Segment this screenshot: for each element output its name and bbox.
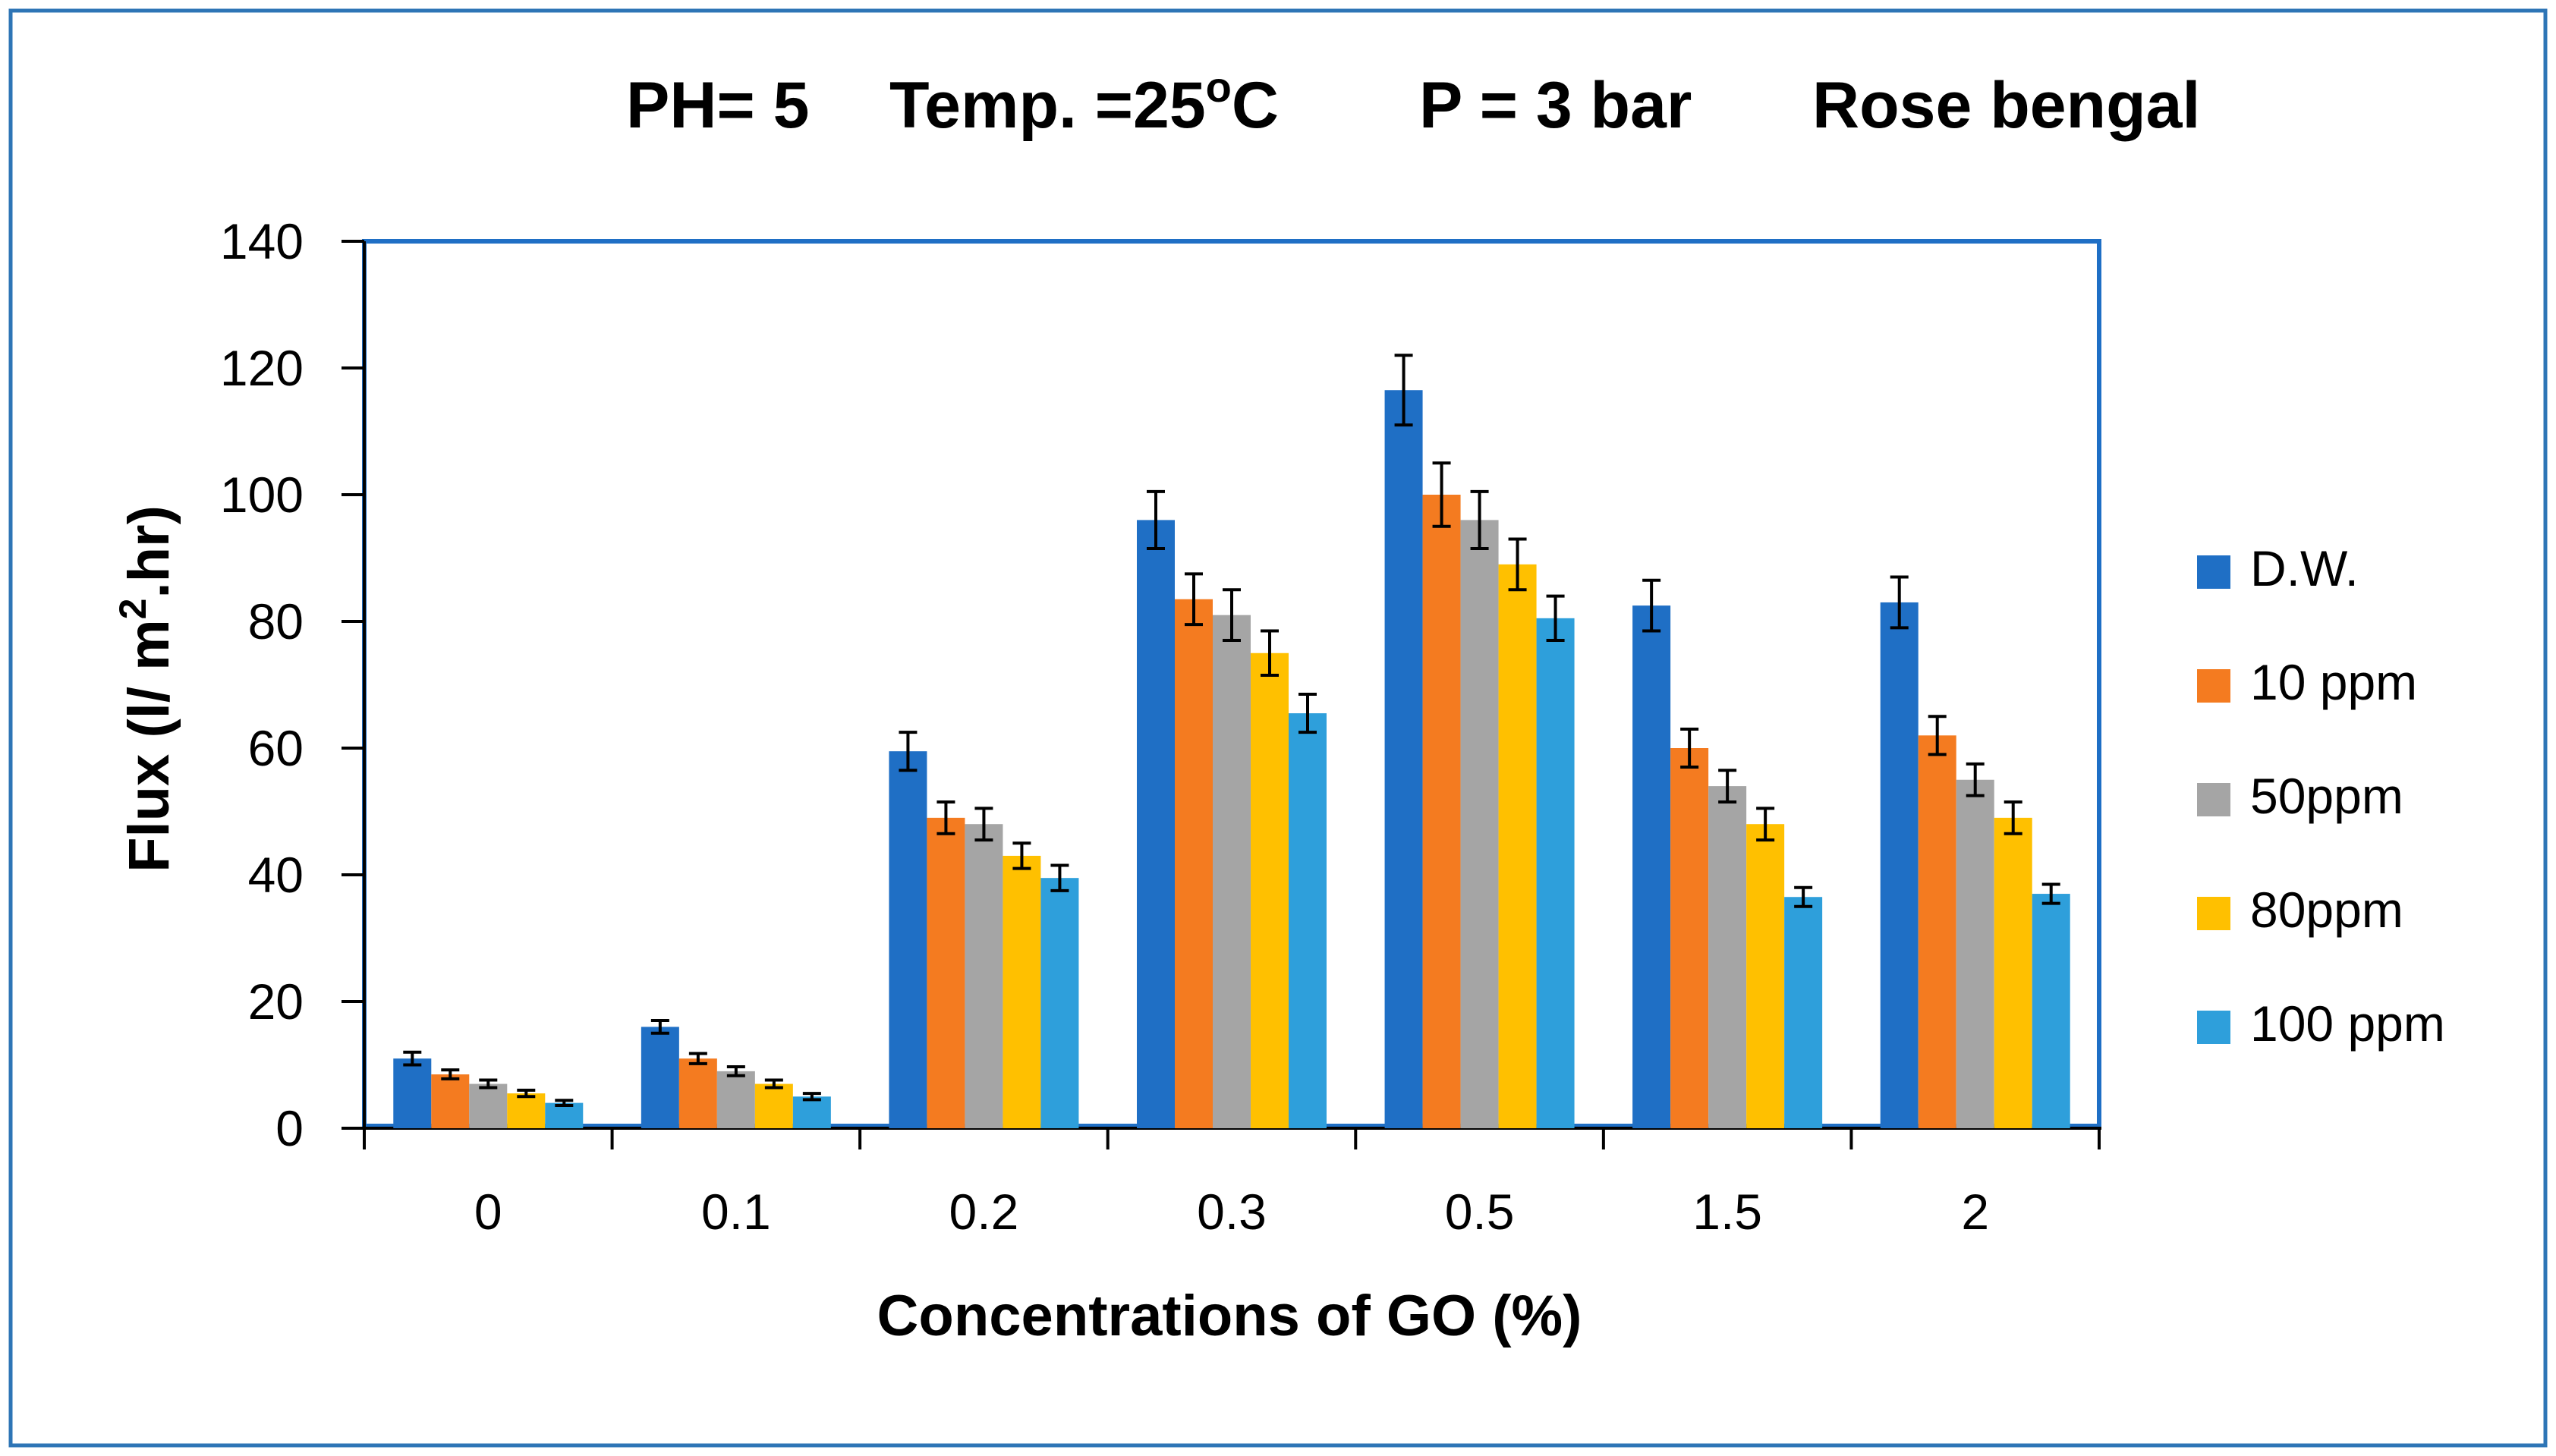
title-temperature-degree: o <box>1206 63 1232 111</box>
bar <box>1670 748 1709 1128</box>
error-bars <box>403 354 2060 1107</box>
y-tick-label: 100 <box>220 467 304 523</box>
legend-swatch <box>2197 783 2230 816</box>
bar <box>1536 618 1575 1128</box>
y-tick-label: 60 <box>248 720 304 776</box>
bar <box>792 1096 831 1128</box>
bar <box>1422 495 1461 1128</box>
bar <box>927 817 965 1128</box>
y-tick-label: 20 <box>248 973 304 1030</box>
bar <box>1460 520 1499 1128</box>
legend-label: 80ppm <box>2250 882 2403 938</box>
legend-label: 100 ppm <box>2250 995 2445 1052</box>
bar <box>965 824 1003 1128</box>
bar <box>393 1058 432 1128</box>
x-tick-label: 1.5 <box>1692 1184 1762 1240</box>
bar <box>1994 817 2032 1128</box>
y-axis-ticks: 0 20 40 60 80 100 120 140 <box>220 213 364 1156</box>
bar <box>678 1058 717 1128</box>
bar <box>1040 878 1079 1128</box>
y-axis-title-prefix: Flux (l/ m <box>117 619 181 873</box>
title-temperature: Temp. =25oC <box>889 63 1279 142</box>
x-axis-title: Concentrations of GO (%) <box>877 1284 1582 1348</box>
bar <box>1251 653 1289 1128</box>
legend-label: 50ppm <box>2250 768 2403 824</box>
legend-swatch <box>2197 897 2230 930</box>
bar <box>1784 897 1823 1128</box>
y-axis-title: Flux (l/ m2.hr) <box>112 505 181 873</box>
legend: D.W. 10 ppm 50ppm 80ppm 100 ppm <box>2197 540 2445 1052</box>
y-axis-title-sup: 2 <box>112 599 154 620</box>
x-tick-label: 0 <box>474 1184 502 1240</box>
x-tick-label: 0.2 <box>949 1184 1019 1240</box>
bar <box>1003 855 1041 1128</box>
title-temperature-value: Temp. =25 <box>889 69 1206 142</box>
x-tick-label: 0.5 <box>1445 1184 1515 1240</box>
bar <box>431 1074 470 1128</box>
bar <box>1213 615 1251 1128</box>
bar <box>641 1027 679 1128</box>
y-tick-label: 0 <box>275 1100 304 1156</box>
title-dye: Rose bengal <box>1812 69 2200 142</box>
y-tick-label: 80 <box>248 593 304 649</box>
bar <box>469 1083 508 1128</box>
title-temperature-unit: C <box>1232 69 1279 142</box>
bar <box>507 1093 546 1128</box>
bar <box>1384 390 1423 1128</box>
x-tick-label: 0.3 <box>1197 1184 1267 1240</box>
bar <box>1746 824 1785 1128</box>
bar <box>1632 605 1671 1128</box>
x-tick-label: 0.1 <box>701 1184 771 1240</box>
x-tick-label: 2 <box>1961 1184 1989 1240</box>
chart-title: PH= 5 Temp. =25oC P = 3 bar Rose bengal <box>626 63 2200 142</box>
bar <box>545 1102 584 1128</box>
legend-swatch <box>2197 555 2230 589</box>
bar <box>1137 520 1175 1128</box>
y-axis-title-suffix: .hr) <box>117 505 181 598</box>
bar <box>889 751 927 1128</box>
y-tick-label: 140 <box>220 213 304 269</box>
legend-label: 10 ppm <box>2250 654 2417 710</box>
bar <box>1175 599 1213 1128</box>
bar <box>2032 894 2070 1128</box>
bar <box>754 1083 793 1128</box>
x-axis-ticks: 0 0.1 0.2 0.3 0.5 1.5 2 <box>363 1128 2101 1240</box>
bar <box>1956 779 1994 1128</box>
legend-label: D.W. <box>2250 540 2359 596</box>
y-tick-label: 120 <box>220 340 304 396</box>
title-pressure: P = 3 bar <box>1419 69 1692 142</box>
title-ph: PH= 5 <box>626 69 809 142</box>
legend-swatch <box>2197 669 2230 703</box>
legend-swatch <box>2197 1011 2230 1044</box>
bar <box>1498 564 1537 1128</box>
bar <box>716 1071 755 1128</box>
y-tick-label: 40 <box>248 847 304 903</box>
bar <box>1289 713 1327 1128</box>
bar <box>1880 602 1919 1128</box>
bar-series <box>393 390 2070 1128</box>
bar <box>1708 786 1747 1128</box>
bar <box>1918 735 1956 1128</box>
